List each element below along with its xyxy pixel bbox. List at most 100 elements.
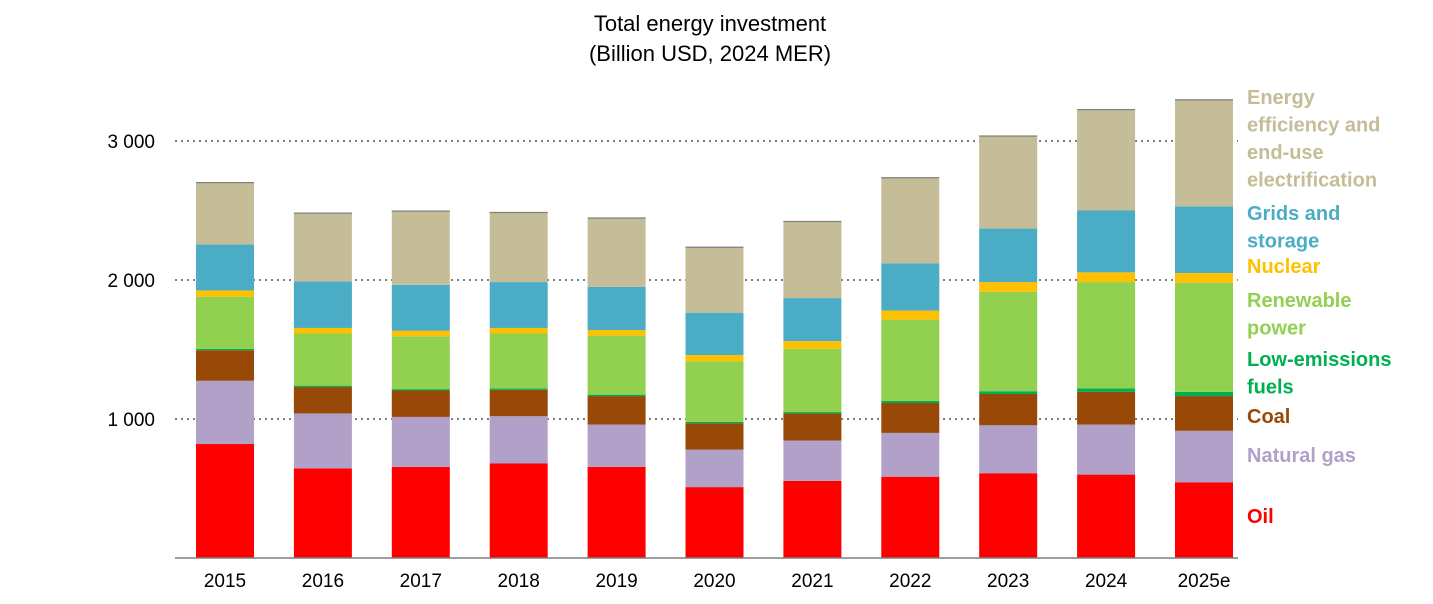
bar-top-edge — [783, 220, 842, 223]
bar-segment — [783, 341, 842, 349]
bar-segment — [685, 423, 744, 450]
bar-segment — [783, 480, 842, 558]
bar-top-edge — [489, 211, 548, 214]
bar-segment — [196, 350, 254, 381]
x-tick-label: 2016 — [302, 571, 344, 592]
legend-label: Renewable — [1247, 290, 1351, 312]
bar-segment — [293, 333, 352, 386]
bar-segment — [489, 388, 548, 390]
bar-segment — [979, 425, 1038, 474]
bar-segment — [196, 444, 254, 558]
x-tick-label: 2024 — [1085, 571, 1128, 592]
bar-segment — [881, 319, 940, 401]
legend-label: Nuclear — [1247, 256, 1321, 278]
bar-segment — [1077, 424, 1136, 475]
bar-segment — [685, 312, 744, 356]
x-tick-labels: 2015 2016 2017 2018 2019 2020 2021 2022 2023 2024… — [204, 571, 1231, 592]
legend-label: storage — [1247, 231, 1319, 253]
bar-segment — [293, 327, 352, 334]
bar-segment — [391, 336, 450, 390]
bar-top-edge — [196, 182, 254, 184]
bar-segment — [391, 389, 450, 391]
bar-segment — [1175, 396, 1233, 431]
bar-segment — [979, 282, 1038, 292]
bar-segment — [391, 210, 450, 285]
bar-segment — [489, 282, 548, 328]
x-tick-label: 2019 — [595, 571, 637, 592]
legend-label: fuels — [1247, 377, 1294, 399]
x-tick-label: 2021 — [791, 571, 833, 592]
bar-segment — [391, 330, 450, 337]
bar-segment — [1175, 482, 1233, 558]
x-tick-label: 2023 — [987, 571, 1029, 592]
y-tick-label: 2 000 — [107, 271, 155, 292]
bar-segment — [979, 135, 1038, 229]
legend: Energy efficiency and end-use electrificati… — [1247, 87, 1391, 528]
bar-segment — [881, 400, 940, 404]
bar-segment — [1077, 282, 1136, 389]
bar-segment — [881, 476, 940, 558]
bar-segment — [391, 416, 450, 467]
x-tick-label: 2022 — [889, 571, 931, 592]
bar-segment — [587, 396, 646, 425]
bar-segment — [1077, 391, 1136, 425]
bar-segment — [1077, 474, 1136, 558]
legend-label: Energy — [1247, 87, 1316, 109]
bar-top-edge — [979, 135, 1038, 137]
bars-group — [196, 99, 1233, 558]
bar-segment — [881, 310, 940, 320]
bar-segment — [489, 463, 548, 558]
x-tick-label: 2020 — [693, 571, 735, 592]
bar-top-edge — [881, 177, 940, 179]
bar-segment — [783, 413, 842, 441]
bar-segment — [979, 473, 1038, 558]
bar-segment — [783, 298, 842, 342]
bar-segment — [685, 421, 744, 424]
bar-segment — [587, 335, 646, 395]
chart-title: Total energy investment — [594, 11, 826, 36]
bar-segment — [293, 468, 352, 558]
bar-segment — [293, 281, 352, 328]
bar-segment — [1175, 99, 1233, 207]
y-tick-label: 3 000 — [107, 132, 155, 153]
legend-label: power — [1247, 318, 1306, 340]
bar-segment — [587, 217, 646, 287]
bar-segment — [783, 220, 842, 299]
bar-segment — [1077, 388, 1136, 392]
bar-segment — [587, 466, 646, 558]
bar-segment — [293, 212, 352, 282]
y-tick-label: 1 000 — [107, 410, 155, 431]
bar-segment — [881, 403, 940, 433]
legend-label: electrification — [1247, 170, 1377, 192]
bar-segment — [881, 177, 940, 264]
bar-segment — [196, 244, 254, 291]
legend-label: Oil — [1247, 506, 1274, 528]
bar-segment — [587, 424, 646, 467]
legend-label: Grids and — [1247, 203, 1340, 225]
legend-label: efficiency and — [1247, 115, 1380, 137]
bar-segment — [196, 348, 254, 351]
bar-segment — [293, 387, 352, 414]
bar-segment — [587, 394, 646, 397]
legend-label: Low-emissions — [1247, 349, 1391, 371]
bar-segment — [979, 228, 1038, 283]
bar-segment — [979, 291, 1038, 392]
bar-top-edge — [587, 217, 646, 219]
bar-segment — [685, 355, 744, 362]
bar-segment — [293, 385, 352, 388]
bar-segment — [1077, 109, 1136, 211]
bar-segment — [881, 263, 940, 311]
x-tick-label: 2015 — [204, 571, 246, 592]
legend-label: Coal — [1247, 406, 1290, 428]
bar-segment — [783, 348, 842, 413]
chart-subtitle: (Billion USD, 2024 MER) — [589, 41, 831, 66]
bar-segment — [587, 330, 646, 336]
bar-segment — [1077, 210, 1136, 273]
y-tick-labels: 1 000 2 000 3 000 — [107, 132, 155, 431]
bar-segment — [196, 296, 254, 349]
bar-segment — [1077, 272, 1136, 283]
x-tick-label: 2025e — [1178, 571, 1231, 592]
bar-segment — [1175, 282, 1233, 392]
bar-segment — [685, 246, 744, 313]
